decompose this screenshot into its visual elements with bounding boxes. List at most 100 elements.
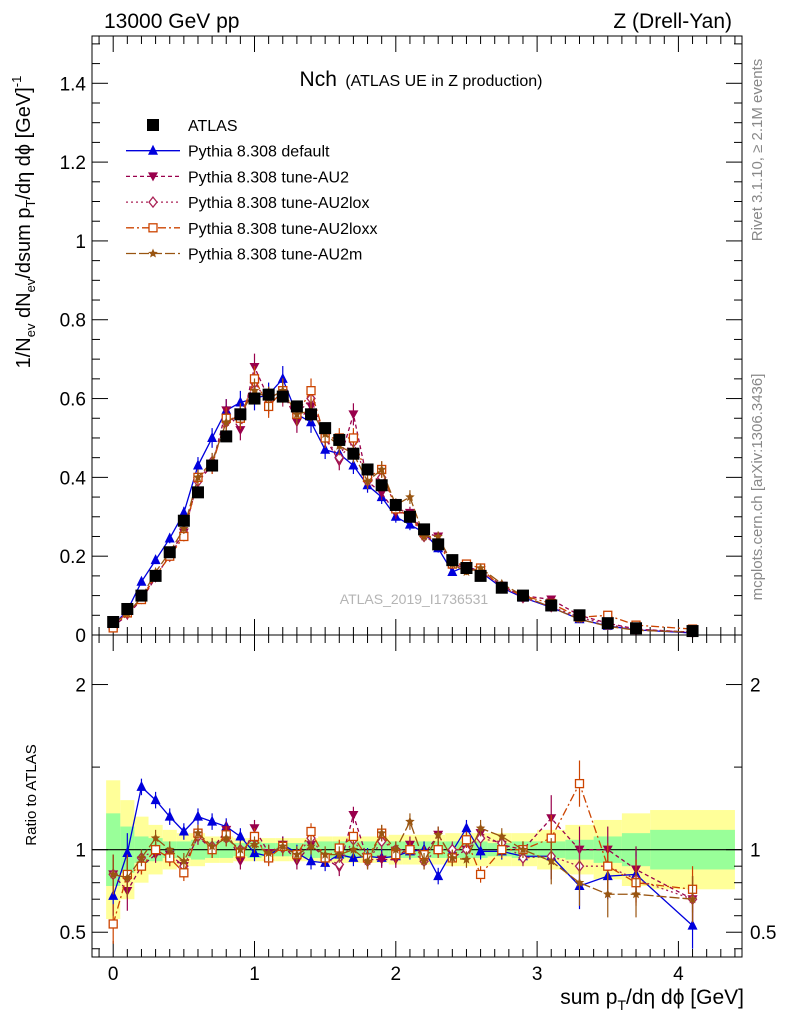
marker-AU2: [148, 172, 158, 182]
y-tick-label: 0.4: [60, 468, 87, 489]
marker-AU2m: [193, 828, 203, 838]
marker-ATLAS: [262, 388, 275, 401]
marker-ATLAS: [495, 581, 508, 594]
series-line-default: [112, 377, 693, 634]
ratio-y-tick-label: 2: [75, 676, 86, 697]
marker-AU2m: [391, 844, 401, 854]
marker-ATLAS: [516, 589, 529, 602]
marker-default: [164, 532, 175, 543]
marker-default: [461, 822, 472, 833]
marker-default: [320, 443, 331, 454]
marker-AU2m: [546, 856, 556, 866]
legend-label-AU2loxx: Pythia 8.308 tune-AU2loxx: [188, 221, 377, 238]
legend-label-default: Pythia 8.308 default: [188, 144, 330, 161]
marker-AU2m: [150, 833, 161, 843]
marker-AU2loxx: [461, 835, 472, 845]
marker-AU2m: [221, 833, 231, 843]
ratio-frame: [91, 634, 743, 958]
marker-AU2: [376, 855, 387, 865]
marker-default: [192, 459, 203, 470]
marker-ATLAS: [290, 400, 303, 413]
marker-AU2m: [475, 823, 486, 833]
marker-AU2m: [148, 248, 158, 258]
y-tick-label: 0.6: [60, 390, 86, 411]
marker-AU2: [348, 810, 359, 820]
y-axis-label: 1/Nev dNev/dsum pT/dη dϕ [GeV]-1: [9, 76, 38, 369]
marker-ATLAS: [389, 498, 402, 511]
marker-default: [150, 794, 161, 805]
marker-ATLAS: [191, 486, 204, 499]
marker-AU2m: [631, 889, 641, 899]
marker-AU2m: [249, 385, 260, 395]
marker-AU2: [348, 410, 359, 420]
main-panel: 0 0.2 0.4 0.6 0.8 1 1.2 1.4: [60, 35, 743, 647]
marker-ATLAS: [432, 538, 445, 551]
analysis-watermark: ATLAS_2019_I1736531: [340, 591, 489, 607]
marker-default: [192, 810, 203, 821]
marker-default: [687, 919, 698, 930]
marker-AU2m: [348, 844, 359, 854]
marker-AU2loxx: [306, 826, 316, 837]
ratio-y-tick-label: 2: [750, 676, 761, 697]
marker-default: [404, 518, 415, 529]
marker-AU2m: [376, 464, 387, 474]
marker-default: [235, 830, 246, 841]
marker-AU2m: [179, 856, 189, 866]
marker-ATLAS: [630, 622, 643, 635]
marker-AU2loxx: [574, 778, 585, 789]
ratio-y-tick-label: 1: [75, 841, 86, 862]
marker-AU2m: [603, 889, 613, 899]
marker-AU2loxx: [148, 223, 158, 233]
marker-AU2m: [306, 841, 316, 851]
marker-ATLAS: [573, 609, 586, 622]
marker-AU2m: [475, 563, 486, 573]
marker-ATLAS: [361, 463, 374, 476]
marker-default: [306, 855, 317, 866]
y-tick-label: 1: [75, 232, 86, 253]
legend-label-AU2m: Pythia 8.308 tune-AU2m: [188, 247, 362, 264]
marker-AU2m: [497, 831, 507, 841]
marker-AU2m: [320, 849, 330, 859]
marker-AU2m: [419, 856, 429, 866]
marker-ATLAS: [276, 390, 289, 403]
marker-ATLAS: [163, 546, 176, 559]
plot-subtitle: (ATLAS UE in Z production): [345, 73, 542, 90]
marker-ATLAS: [601, 617, 614, 630]
marker-AU2loxx: [348, 831, 359, 842]
series-line-AU2loxx: [112, 781, 693, 925]
marker-AU2m: [405, 816, 415, 826]
marker-default: [235, 396, 246, 407]
marker-ATLAS: [220, 430, 233, 443]
marker-AU2loxx: [150, 845, 161, 855]
x-tick-label: 2: [391, 964, 402, 985]
legend: ATLAS Pythia 8.308 default Pythia 8.308 tu…: [126, 118, 377, 264]
marker-AU2m: [518, 844, 528, 854]
ratio-y-tick-label: 0.5: [60, 923, 86, 944]
marker-ATLAS: [305, 408, 318, 421]
marker-AU2m: [447, 852, 458, 862]
marker-AU2m: [574, 877, 585, 887]
ratio-y-tick-label: 1: [750, 841, 761, 862]
marker-ATLAS: [347, 447, 360, 460]
marker-ATLAS: [418, 523, 431, 536]
marker-AU2m: [165, 844, 175, 854]
series-line-default: [112, 785, 693, 927]
marker-ATLAS: [149, 569, 162, 582]
marker-AU2m: [362, 476, 373, 486]
marker-ATLAS: [545, 599, 558, 612]
marker-ATLAS: [446, 554, 459, 567]
marker-ATLAS: [206, 459, 219, 472]
marker-ATLAS: [135, 589, 148, 602]
marker-default: [433, 870, 444, 881]
marker-AU2m: [108, 869, 118, 879]
marker-ATLAS: [147, 119, 159, 131]
marker-default: [348, 459, 359, 470]
marker-AU2m: [433, 829, 443, 839]
plot-title: Nch: [300, 68, 337, 91]
marker-AU2m: [122, 872, 133, 882]
marker-default: [207, 431, 218, 442]
marker-AU2loxx: [497, 845, 507, 855]
marker-AU2loxx: [475, 869, 486, 880]
marker-default: [150, 554, 161, 565]
legend-label-ATLAS: ATLAS: [188, 118, 238, 135]
